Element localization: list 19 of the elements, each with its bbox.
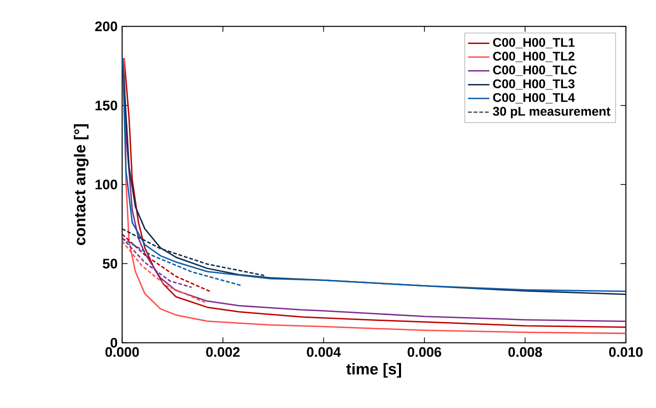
legend-label: C00_H00_TL3 (493, 79, 574, 90)
x-tick-label: 0.006 (408, 347, 442, 358)
x-tick-label: 0.008 (508, 347, 542, 358)
y-axis-title: contact angle [°] (74, 124, 89, 246)
y-tick-label: 200 (95, 22, 118, 32)
x-tick-label: 0.002 (206, 347, 240, 358)
y-tick-label: 50 (102, 258, 118, 269)
x-tick-label: 0.000 (105, 347, 139, 358)
legend-label: C00_H00_TL4 (493, 93, 575, 104)
x-tick-label: 0.010 (609, 347, 643, 358)
y-tick-label: 150 (96, 100, 118, 110)
legend-label: C00_H00_TL1 (493, 38, 575, 48)
legend-label: 30 pL measurement (492, 107, 610, 118)
y-tick-label: 0 (110, 338, 118, 348)
x-axis-title: time [s] (346, 363, 402, 378)
legend-label: C00_H00_TL2 (493, 52, 574, 62)
legend-label: C00_H00_TLC (493, 66, 577, 76)
x-tick-label: 0.004 (306, 347, 341, 358)
y-tick-label: 100 (96, 180, 118, 190)
